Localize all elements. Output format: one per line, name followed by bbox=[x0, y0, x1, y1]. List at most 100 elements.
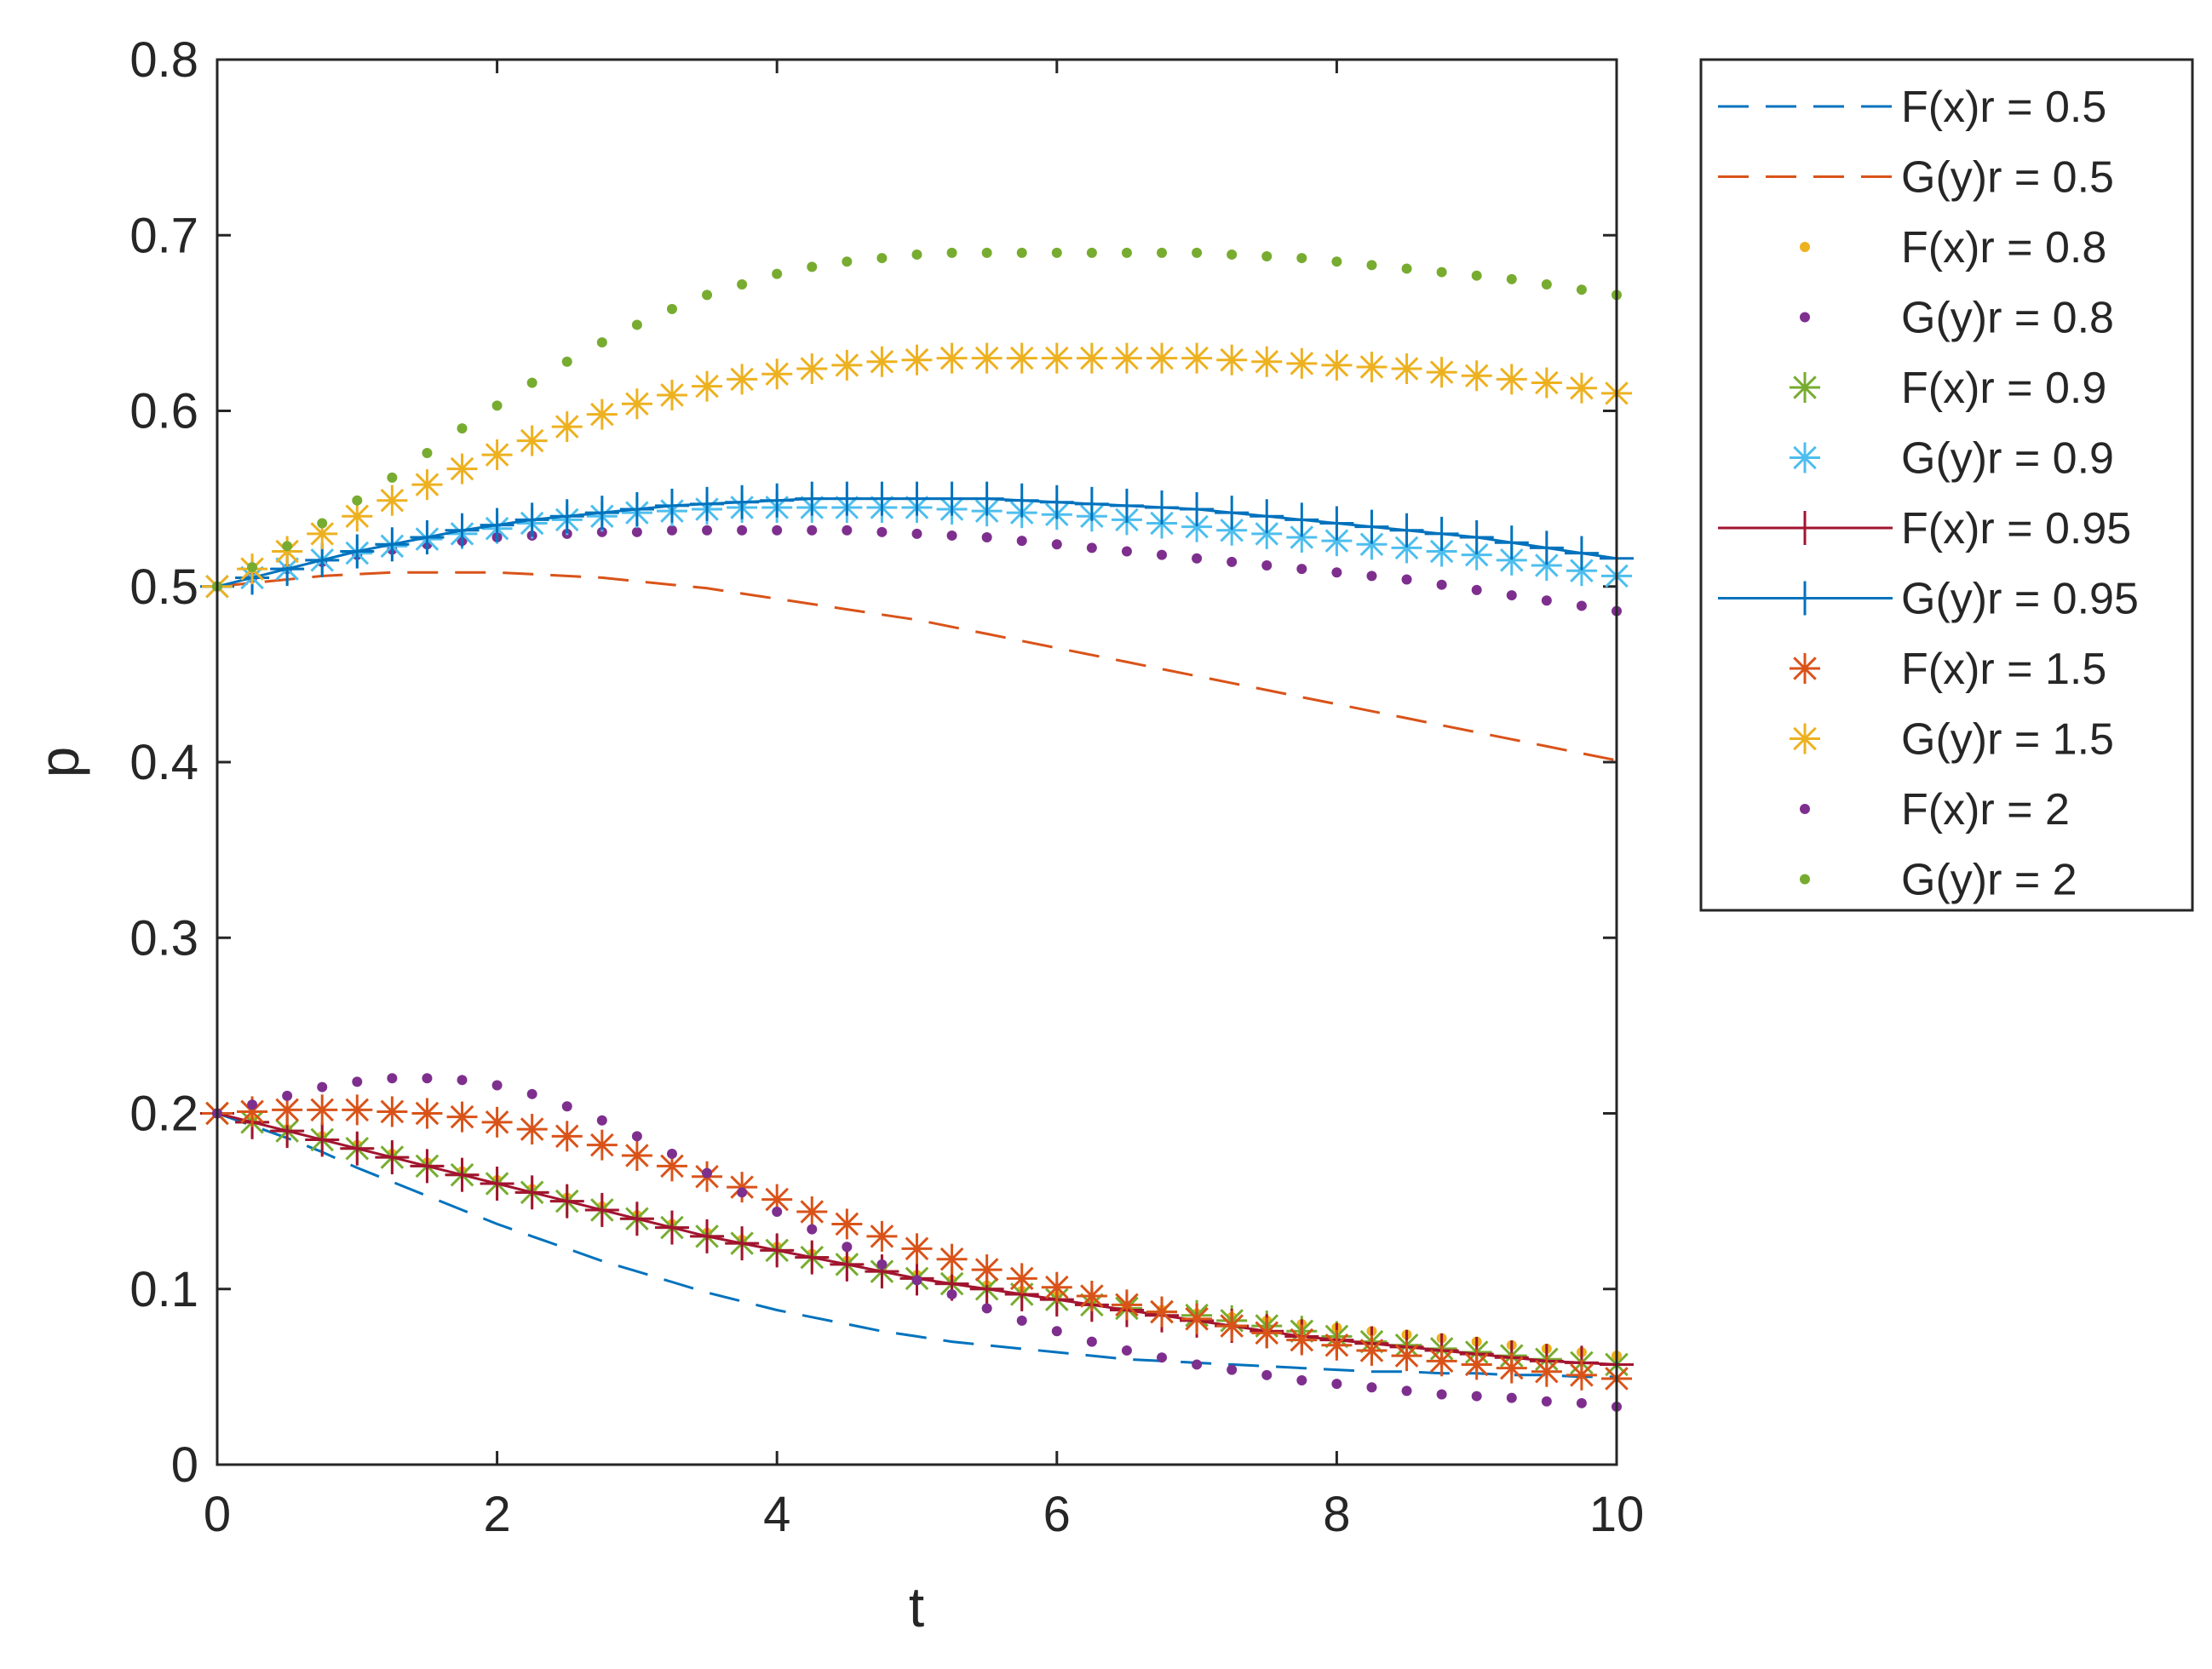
legend-entry: G(y)r = 0.8 bbox=[1800, 294, 2114, 343]
data-point bbox=[1006, 342, 1037, 374]
legend-entry: F(x)r = 0.95 bbox=[1718, 504, 2131, 553]
data-point bbox=[692, 370, 723, 402]
legend-label: F(x)r = 0.8 bbox=[1901, 223, 2106, 272]
data-point bbox=[1541, 1396, 1552, 1407]
data-point bbox=[446, 453, 478, 485]
data-point bbox=[526, 377, 537, 388]
data-point bbox=[445, 513, 480, 548]
data-point bbox=[911, 249, 922, 260]
data-point bbox=[899, 481, 934, 516]
data-point bbox=[1531, 550, 1562, 581]
data-point bbox=[1424, 516, 1459, 551]
data-point bbox=[1436, 1389, 1447, 1400]
data-point bbox=[1321, 349, 1353, 381]
legend-entry: F(x)r = 0.9 bbox=[1790, 364, 2106, 413]
data-point bbox=[342, 501, 373, 532]
data-point bbox=[842, 525, 853, 536]
y-tick-label: 0.5 bbox=[129, 559, 198, 615]
data-point bbox=[1192, 553, 1203, 564]
data-point bbox=[1496, 1352, 1527, 1384]
data-point bbox=[656, 379, 687, 410]
data-point bbox=[946, 1288, 957, 1299]
data-point bbox=[702, 1167, 713, 1179]
data-point bbox=[1016, 536, 1027, 547]
data-point bbox=[526, 1088, 537, 1099]
data-point bbox=[1157, 247, 1168, 258]
data-point bbox=[1541, 595, 1552, 606]
data-point bbox=[1121, 1345, 1132, 1356]
data-point bbox=[981, 1303, 992, 1314]
data-point bbox=[1401, 1385, 1412, 1397]
data-point bbox=[514, 502, 549, 537]
data-point bbox=[516, 425, 548, 456]
legend-entry: G(y)r = 1.5 bbox=[1790, 715, 2114, 765]
data-point bbox=[352, 1076, 363, 1087]
legend-label: F(x)r = 1.5 bbox=[1901, 645, 2106, 694]
data-point bbox=[727, 364, 758, 395]
data-point bbox=[737, 1187, 748, 1198]
legend-swatch-marker bbox=[1790, 372, 1820, 403]
data-point bbox=[796, 353, 828, 384]
data-point bbox=[1436, 579, 1447, 590]
legend-entry: F(x)r = 1.5 bbox=[1790, 645, 2106, 694]
x-tick-label: 4 bbox=[763, 1487, 790, 1542]
data-point bbox=[422, 448, 433, 458]
data-point bbox=[561, 356, 572, 367]
data-point bbox=[619, 492, 654, 526]
data-point bbox=[247, 1099, 258, 1110]
legend-swatch-marker bbox=[1788, 511, 1822, 545]
legend-items: F(x)r = 0.5 G(y)r = 0.5 F(x)r = 0.8 G(y)r =… bbox=[1718, 83, 2139, 905]
data-point bbox=[1426, 357, 1457, 388]
data-point bbox=[666, 1148, 677, 1159]
data-point bbox=[282, 1090, 293, 1101]
data-point bbox=[807, 525, 818, 536]
x-tick-label: 2 bbox=[483, 1487, 510, 1542]
data-point bbox=[911, 1275, 922, 1286]
data-point bbox=[1389, 513, 1424, 548]
data-point bbox=[561, 1101, 572, 1112]
data-point bbox=[1251, 1317, 1283, 1349]
series-line bbox=[216, 1112, 1617, 1379]
data-point bbox=[1181, 342, 1213, 374]
data-point bbox=[1391, 532, 1422, 564]
data-point bbox=[1531, 1356, 1562, 1387]
data-point bbox=[760, 483, 795, 518]
data-point bbox=[631, 319, 642, 330]
data-point bbox=[1331, 567, 1342, 578]
data-point bbox=[1331, 1379, 1342, 1390]
data-point bbox=[514, 1175, 549, 1210]
data-point bbox=[1366, 571, 1377, 582]
data-point bbox=[307, 1094, 338, 1126]
data-point bbox=[586, 1129, 618, 1161]
y-tick-label: 0 bbox=[171, 1437, 198, 1493]
data-point bbox=[981, 532, 992, 542]
data-point bbox=[491, 1080, 503, 1091]
data-point bbox=[866, 346, 898, 377]
data-point bbox=[481, 1106, 513, 1138]
data-point bbox=[1192, 1359, 1203, 1370]
data-point bbox=[480, 508, 514, 542]
data-point bbox=[549, 499, 584, 534]
y-tick-label: 0.3 bbox=[129, 910, 198, 966]
data-point bbox=[981, 247, 992, 258]
data-point bbox=[1286, 1324, 1318, 1356]
data-point bbox=[1086, 247, 1097, 258]
data-point bbox=[317, 518, 328, 529]
data-point bbox=[772, 525, 783, 536]
legend-label: G(y)r = 0.5 bbox=[1901, 153, 2114, 203]
data-point bbox=[1076, 1281, 1107, 1311]
data-point bbox=[795, 1240, 830, 1275]
data-point bbox=[761, 358, 793, 390]
data-point bbox=[1051, 1326, 1062, 1337]
data-point bbox=[831, 349, 863, 381]
series-9 bbox=[202, 1094, 1632, 1394]
data-point bbox=[1006, 1263, 1037, 1294]
legend-label: G(y)r = 2 bbox=[1901, 856, 2077, 905]
x-tick-label: 10 bbox=[1589, 1487, 1645, 1542]
data-point bbox=[1146, 1296, 1178, 1328]
data-point bbox=[876, 1259, 888, 1270]
data-point bbox=[457, 423, 468, 434]
legend-swatch-marker bbox=[1800, 874, 1810, 885]
data-point bbox=[901, 344, 933, 376]
